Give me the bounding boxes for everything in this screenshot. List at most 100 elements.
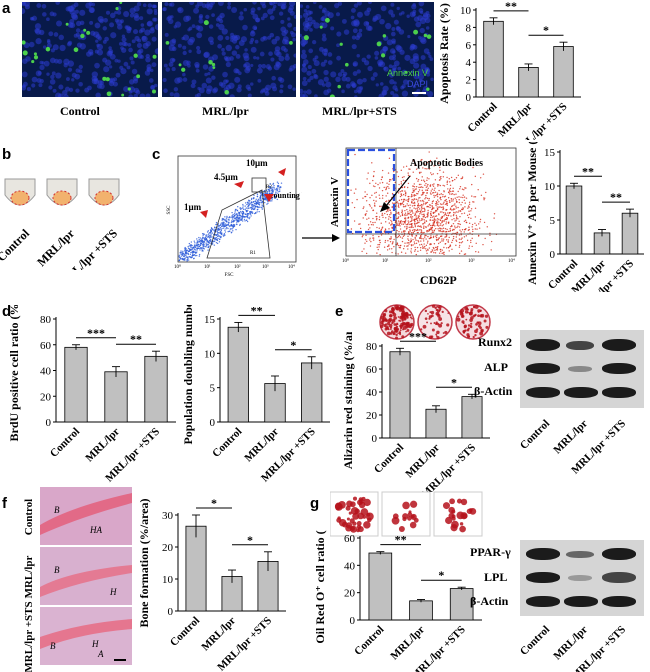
bar <box>104 371 128 423</box>
blot-label-actin: β-Actin <box>474 384 513 398</box>
lane-mrl: MRL/lpr <box>551 418 590 457</box>
y-tick-label: 0 <box>466 92 472 104</box>
y-tick-label: 10 <box>544 181 556 193</box>
x-tick-label: MRL/lpr <box>388 624 427 663</box>
y-tick-label: 15 <box>204 314 216 326</box>
x-tick-label: Control <box>168 615 202 649</box>
y-tick-label: 60 <box>40 340 52 352</box>
significance-stars: ** <box>610 190 622 204</box>
arrow-10um <box>278 168 286 176</box>
bar <box>425 408 447 439</box>
y-tick-label: 8 <box>466 22 472 34</box>
micrograph-mrl <box>162 2 296 97</box>
bar <box>518 67 539 98</box>
y-tick-label: 0 <box>550 249 556 261</box>
legend-annexin: Annexin V <box>386 68 428 78</box>
significance-stars: * <box>438 568 444 582</box>
y-tick-label: 0 <box>168 606 174 618</box>
x-tick-label: Control <box>372 442 406 476</box>
y-tick-label: 2 <box>466 75 472 87</box>
alizarin-wells <box>379 304 491 340</box>
label-r2: R2 <box>266 185 272 190</box>
axis-fsc: FSC <box>225 273 235 278</box>
tube-label-control: Control <box>0 226 33 264</box>
x-tick-label: Control <box>352 624 386 658</box>
panel-label-c: c <box>152 146 161 163</box>
significance-stars: ** <box>251 305 263 317</box>
micrograph-mrl-sts: Annexin V DAPI <box>300 2 434 97</box>
arrow-gate-to-plot <box>302 234 340 242</box>
oil-red-images <box>330 491 483 537</box>
panel-label-g: g <box>310 495 320 512</box>
significance-stars: ** <box>395 533 407 547</box>
y-tick-label: 30 <box>162 510 174 522</box>
y-tick-label: 80 <box>366 341 378 353</box>
y-axis-label: Apoptosis Rate (%) <box>437 3 451 104</box>
blot-lane-labels-e: Control MRL/lpr MRL/lpr +STS <box>518 418 628 477</box>
significance-stars: * <box>247 533 253 547</box>
panel-label-e: e <box>335 303 344 320</box>
x-tick-label: Control <box>48 426 82 460</box>
panel-label-a: a <box>2 0 11 17</box>
y-tick-label: 10 <box>204 348 216 360</box>
arrow-45um <box>234 181 244 188</box>
significance-stars: ** <box>130 332 142 346</box>
histology-mrl: B H <box>40 547 132 605</box>
mark-a: A <box>97 649 104 659</box>
arrow-1um <box>200 210 208 218</box>
y-tick-label: 15 <box>544 147 556 159</box>
significance-stars: * <box>451 375 457 389</box>
tick-3: 10³ <box>262 264 269 270</box>
western-blot-e <box>520 330 644 408</box>
y-tick-label: 10 <box>460 5 472 17</box>
y-tick-label: 60 <box>366 364 378 376</box>
y-tick-label: 0 <box>350 615 356 627</box>
y-tick-label: 20 <box>366 410 378 422</box>
tick-4: 10⁴ <box>508 258 515 264</box>
histo-label-mrl: MRL/lpr <box>23 555 35 598</box>
image-label-control: Control <box>60 104 100 118</box>
y-axis-label: Bone formation (%/area) <box>137 498 151 627</box>
y-axis-label: Alizarin red staining (%/area) <box>341 332 355 469</box>
arrow-beads <box>264 194 274 202</box>
bar <box>565 185 583 255</box>
legend-dapi: DAPI <box>406 79 428 89</box>
significance-stars: *** <box>87 326 105 340</box>
y-tick-label: 20 <box>40 391 52 403</box>
axis-ssc: SSC <box>167 205 172 215</box>
mark-b: B <box>54 505 60 515</box>
y-tick-label: 40 <box>366 387 378 399</box>
y-tick-label: 20 <box>344 588 356 600</box>
histology-control: B HA <box>40 487 132 545</box>
tick-0: 10⁰ <box>342 258 349 264</box>
y-tick-label: 10 <box>162 574 174 586</box>
histology-mrl-sts: B H A <box>40 607 132 665</box>
micrograph-dots <box>162 2 296 97</box>
mark-b: B <box>54 565 60 575</box>
y-tick-label: 40 <box>40 366 52 378</box>
tube-label-mrl: MRL/lpr <box>34 226 77 269</box>
bar <box>185 525 207 612</box>
blot-label-lpl: LPL <box>484 570 508 584</box>
blot-label-ppar: PPAR-γ <box>470 545 511 559</box>
y-axis-label: BrdU positive cell ratio (%) <box>7 305 21 441</box>
gate-apoptotic <box>346 148 396 234</box>
y-axis-label: Annexin V⁺ AB per Mouse (10⁷) <box>525 142 539 285</box>
annotation-apoptotic-bodies: Apoptotic Bodies <box>410 158 483 169</box>
lane-control: Control <box>518 624 552 658</box>
lane-control: Control <box>518 418 552 452</box>
tube-3 <box>88 178 120 206</box>
tube-1 <box>4 178 36 206</box>
histology-labels: Control MRL/lpr MRL/lpr +STS <box>23 499 35 672</box>
facs-annexin-cd62p: Apoptotic Bodies 10⁰ 10¹ 10² 10³ 10⁴ Ann… <box>330 147 517 264</box>
y-tick-label: 80 <box>40 314 52 326</box>
significance-stars: * <box>211 497 217 510</box>
mark-ha: HA <box>89 525 102 535</box>
x-tick-label: Control <box>210 426 244 460</box>
tick-2: 10² <box>234 264 241 270</box>
blot-label-actin-g: β-Actin <box>470 594 509 608</box>
tick-3: 10³ <box>468 258 475 264</box>
